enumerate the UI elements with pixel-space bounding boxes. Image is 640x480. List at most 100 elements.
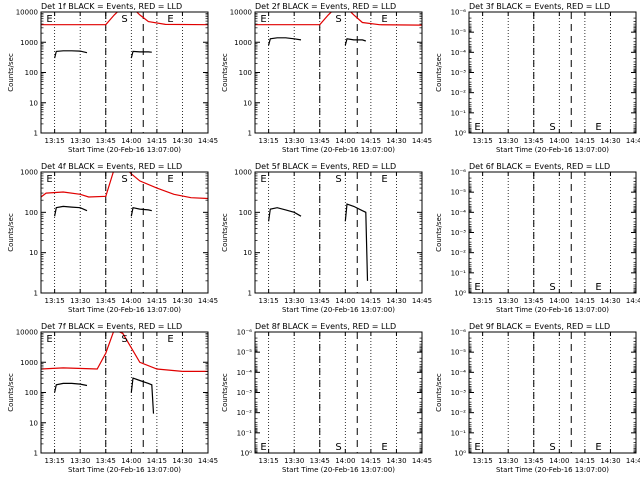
- y-tick-label: 10⁻³: [451, 69, 467, 77]
- y-tick-label: 1000: [234, 39, 252, 47]
- x-tick-label: 14:00: [121, 297, 141, 305]
- marker-label-s: S: [335, 14, 341, 25]
- plot-frame: [468, 171, 637, 294]
- marker-label-e: E: [167, 14, 173, 25]
- plot-frame: [40, 171, 209, 294]
- x-tick-label: 14:15: [575, 297, 595, 305]
- x-tick-label: 14:45: [412, 457, 432, 465]
- x-tick-label: 13:30: [284, 297, 304, 305]
- x-tick-label: 14:15: [147, 297, 167, 305]
- x-tick-label: 14:15: [147, 457, 167, 465]
- x-tick-label: 13:30: [70, 137, 90, 145]
- x-tick-label: 14:30: [600, 457, 620, 465]
- y-tick-label: 10⁻¹: [237, 429, 253, 437]
- y-tick-label: 100: [25, 209, 38, 217]
- marker-label-e: E: [260, 14, 266, 25]
- x-tick-label: 13:45: [524, 297, 544, 305]
- x-axis-label: Start Time (20-Feb-16 13:07:00): [282, 306, 395, 314]
- events-series-line: [130, 377, 155, 414]
- lld-series-line: [41, 12, 208, 26]
- y-tick-label: 10⁰: [454, 450, 466, 458]
- x-axis-label: Start Time (20-Feb-16 13:07:00): [282, 146, 395, 154]
- x-tick-label: 13:30: [498, 297, 518, 305]
- x-tick-label: 14:00: [549, 457, 569, 465]
- x-tick-label: 14:45: [626, 457, 640, 465]
- panel-title: Det 8f BLACK = Events, RED = LLD: [255, 322, 396, 331]
- events-series-line: [344, 203, 369, 281]
- x-tick-label: 13:45: [524, 137, 544, 145]
- x-tick-label: 13:45: [96, 137, 116, 145]
- lld-series-line: [255, 12, 422, 26]
- marker-label-e: E: [167, 334, 173, 345]
- y-tick-label: 10⁻⁶: [451, 329, 467, 337]
- panel-title: Det 2f BLACK = Events, RED = LLD: [255, 2, 396, 11]
- plot-frame: [468, 11, 637, 134]
- x-tick-label: 13:45: [310, 457, 330, 465]
- events-series-line: [54, 382, 88, 393]
- marker-label-e: E: [46, 174, 52, 185]
- x-tick-label: 14:00: [549, 297, 569, 305]
- marker-label-e: E: [381, 174, 387, 185]
- y-tick-label: 10⁻⁶: [237, 329, 253, 337]
- y-tick-label: 1000: [20, 359, 38, 367]
- panel-title: Det 5f BLACK = Events, RED = LLD: [255, 162, 396, 171]
- marker-label-s: S: [335, 174, 341, 185]
- x-tick-label: 13:15: [259, 457, 279, 465]
- y-tick-label: 10: [29, 249, 38, 257]
- y-tick-label: 10⁰: [454, 290, 466, 298]
- marker-label-e: E: [167, 174, 173, 185]
- marker-label-s: S: [121, 174, 127, 185]
- panel-8: E S E 10⁰ 10⁻¹ 10⁻² 10⁻³ 10⁻⁴ 10⁻⁵ 10⁻⁶ 13:15 13:30…: [221, 322, 432, 474]
- x-tick-label: 14:30: [172, 457, 192, 465]
- x-tick-label: 13:30: [284, 137, 304, 145]
- marker-label-e: E: [595, 442, 601, 453]
- events-series-line: [130, 50, 152, 59]
- x-tick-label: 13:30: [70, 457, 90, 465]
- x-tick-label: 14:30: [600, 137, 620, 145]
- y-tick-label: 10: [29, 419, 38, 427]
- marker-label-s: S: [121, 334, 127, 345]
- y-tick-label: 10000: [230, 9, 252, 17]
- y-tick-label: 10: [243, 99, 252, 107]
- marker-label-s: S: [121, 14, 127, 25]
- x-tick-label: 14:00: [121, 457, 141, 465]
- y-tick-label: 10⁻³: [451, 229, 467, 237]
- panel-title: Det 1f BLACK = Events, RED = LLD: [41, 2, 182, 11]
- y-axis-label: Counts/sec: [435, 53, 443, 92]
- y-axis-label: Counts/sec: [7, 373, 15, 412]
- y-tick-label: 100: [239, 209, 252, 217]
- y-tick-label: 10000: [16, 9, 38, 17]
- y-tick-label: 10⁻²: [237, 409, 253, 417]
- events-series-line: [268, 207, 302, 222]
- panel-6: E S E 10⁰ 10⁻¹ 10⁻² 10⁻³ 10⁻⁴ 10⁻⁵ 10⁻⁶ 13:15 13:30…: [435, 162, 640, 314]
- marker-label-e: E: [595, 282, 601, 293]
- y-tick-label: 1: [248, 290, 252, 298]
- x-tick-label: 14:00: [335, 137, 355, 145]
- x-tick-label: 13:15: [259, 137, 279, 145]
- marker-label-s: S: [549, 442, 555, 453]
- y-axis-label: Counts/sec: [221, 373, 229, 412]
- x-tick-label: 14:15: [575, 457, 595, 465]
- y-tick-label: 10⁻¹: [451, 269, 467, 277]
- y-tick-label: 10⁻⁴: [237, 369, 253, 377]
- y-tick-label: 10⁻⁵: [451, 349, 467, 357]
- x-tick-label: 13:30: [70, 297, 90, 305]
- marker-label-e: E: [381, 442, 387, 453]
- x-tick-label: 13:15: [45, 457, 65, 465]
- plot-frame: [40, 11, 209, 134]
- x-axis-label: Start Time (20-Feb-16 13:07:00): [68, 146, 181, 154]
- x-axis-label: Start Time (20-Feb-16 13:07:00): [496, 466, 609, 474]
- x-tick-label: 14:15: [361, 137, 381, 145]
- y-tick-label: 100: [239, 69, 252, 77]
- x-tick-label: 14:30: [386, 137, 406, 145]
- marker-label-e: E: [260, 442, 266, 453]
- events-series-line: [268, 37, 302, 46]
- y-tick-label: 10⁻⁶: [451, 9, 467, 17]
- x-tick-label: 14:00: [121, 137, 141, 145]
- x-tick-label: 14:45: [626, 297, 640, 305]
- y-tick-label: 10⁻²: [451, 249, 467, 257]
- y-tick-label: 10: [29, 99, 38, 107]
- y-tick-label: 10⁻⁵: [237, 349, 253, 357]
- y-tick-label: 10⁻³: [451, 389, 467, 397]
- y-tick-label: 10⁻¹: [451, 429, 467, 437]
